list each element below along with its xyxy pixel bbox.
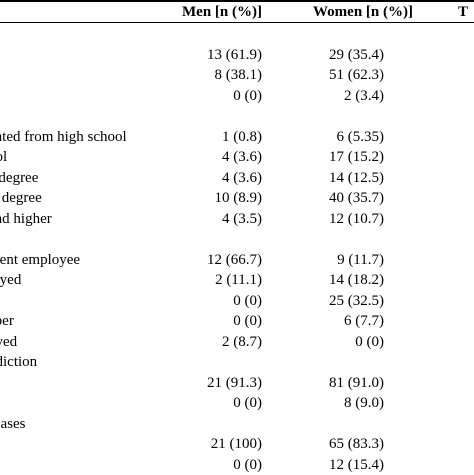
cell-men: 12 (66.7) xyxy=(200,250,262,271)
cell-women: 40 (35.7) xyxy=(300,188,384,209)
table-row: 21 (91.3) 81 (91.0) xyxy=(0,373,474,394)
row-label: eper xyxy=(0,311,14,332)
cell-men: 0 (0) xyxy=(200,291,262,312)
row-label: seases xyxy=(0,414,26,435)
cell-women: 65 (83.3) xyxy=(300,434,384,455)
table-row: oyed 2 (8.7) 0 (0) xyxy=(0,332,474,353)
table-row: and higher 4 (3.5) 12 (10.7) xyxy=(0,209,474,230)
cell-men: 21 (100) xyxy=(200,434,262,455)
cell-men: 2 (11.1) xyxy=(200,270,262,291)
cell-women: 9 (11.7) xyxy=(300,250,384,271)
cell-women: 81 (91.0) xyxy=(300,373,384,394)
cell-men: 0 (0) xyxy=(200,86,262,107)
row-label: e degree xyxy=(0,168,38,189)
table-row: e degree 4 (3.6) 14 (12.5) xyxy=(0,168,474,189)
cell-men: 21 (91.3) xyxy=(200,373,262,394)
cell-women: 0 (0) xyxy=(300,332,384,353)
cell-women: 51 (62.3) xyxy=(300,65,384,86)
row-label: loyed xyxy=(0,270,21,291)
cell-women: 14 (12.5) xyxy=(300,168,384,189)
cell-men: 4 (3.5) xyxy=(200,209,262,230)
table-row xyxy=(0,106,474,127)
cell-women: 25 (32.5) xyxy=(300,291,384,312)
header-men: Men [n (%)] xyxy=(182,3,262,21)
cell-women: 14 (18.2) xyxy=(300,270,384,291)
row-label: ool xyxy=(0,147,7,168)
header-total: T xyxy=(458,3,468,21)
row-label: ment employee xyxy=(0,250,80,271)
table-row: 0 (0) 12 (15.4) xyxy=(0,455,474,475)
cell-men: 4 (3.6) xyxy=(200,147,262,168)
row-label: uated from high school xyxy=(0,127,127,148)
table-row: seases xyxy=(0,414,474,435)
row-label: and higher xyxy=(0,209,52,230)
table-row xyxy=(0,229,474,250)
row-label: ddiction xyxy=(0,352,37,373)
table-row: ddiction xyxy=(0,352,474,373)
table-row: s xyxy=(0,24,474,45)
table-row: loyed 2 (11.1) 14 (18.2) xyxy=(0,270,474,291)
row-label: ’s degree xyxy=(0,188,42,209)
table-row: 13 (61.9) 29 (35.4) xyxy=(0,45,474,66)
cell-women: 29 (35.4) xyxy=(300,45,384,66)
header-rule xyxy=(0,22,474,23)
cell-women: 2 (3.4) xyxy=(300,86,384,107)
cell-women: 6 (5.35) xyxy=(300,127,384,148)
table-top-rule xyxy=(0,0,474,2)
table-row: eper 0 (0) 6 (7.7) xyxy=(0,311,474,332)
cell-men: 2 (8.7) xyxy=(200,332,262,353)
cell-women: 8 (9.0) xyxy=(300,393,384,414)
cell-women: 12 (15.4) xyxy=(300,455,384,475)
table-row: 0 (0) 25 (32.5) xyxy=(0,291,474,312)
table-row: 21 (100) 65 (83.3) xyxy=(0,434,474,455)
cell-women: 6 (7.7) xyxy=(300,311,384,332)
table-row: ’s degree 10 (8.9) 40 (35.7) xyxy=(0,188,474,209)
cell-men: 4 (3.6) xyxy=(200,168,262,189)
cell-men: 10 (8.9) xyxy=(200,188,262,209)
cell-men: 0 (0) xyxy=(200,455,262,475)
header-women: Women [n (%)] xyxy=(313,3,413,21)
cell-women: 12 (10.7) xyxy=(300,209,384,230)
cell-men: 13 (61.9) xyxy=(200,45,262,66)
table-row: 0 (0) 8 (9.0) xyxy=(0,393,474,414)
table-row: uated from high school 1 (0.8) 6 (5.35) xyxy=(0,127,474,148)
table-row: ool 4 (3.6) 17 (15.2) xyxy=(0,147,474,168)
table-row: 8 (38.1) 51 (62.3) xyxy=(0,65,474,86)
cell-men: 0 (0) xyxy=(200,393,262,414)
cell-men: 1 (0.8) xyxy=(200,127,262,148)
row-label: oyed xyxy=(0,332,17,353)
table-row: ment employee 12 (66.7) 9 (11.7) xyxy=(0,250,474,271)
cell-women: 17 (15.2) xyxy=(300,147,384,168)
table-row: l0 (0)2 (3.4) xyxy=(0,86,474,107)
cell-men: 0 (0) xyxy=(200,311,262,332)
cell-men: 8 (38.1) xyxy=(200,65,262,86)
